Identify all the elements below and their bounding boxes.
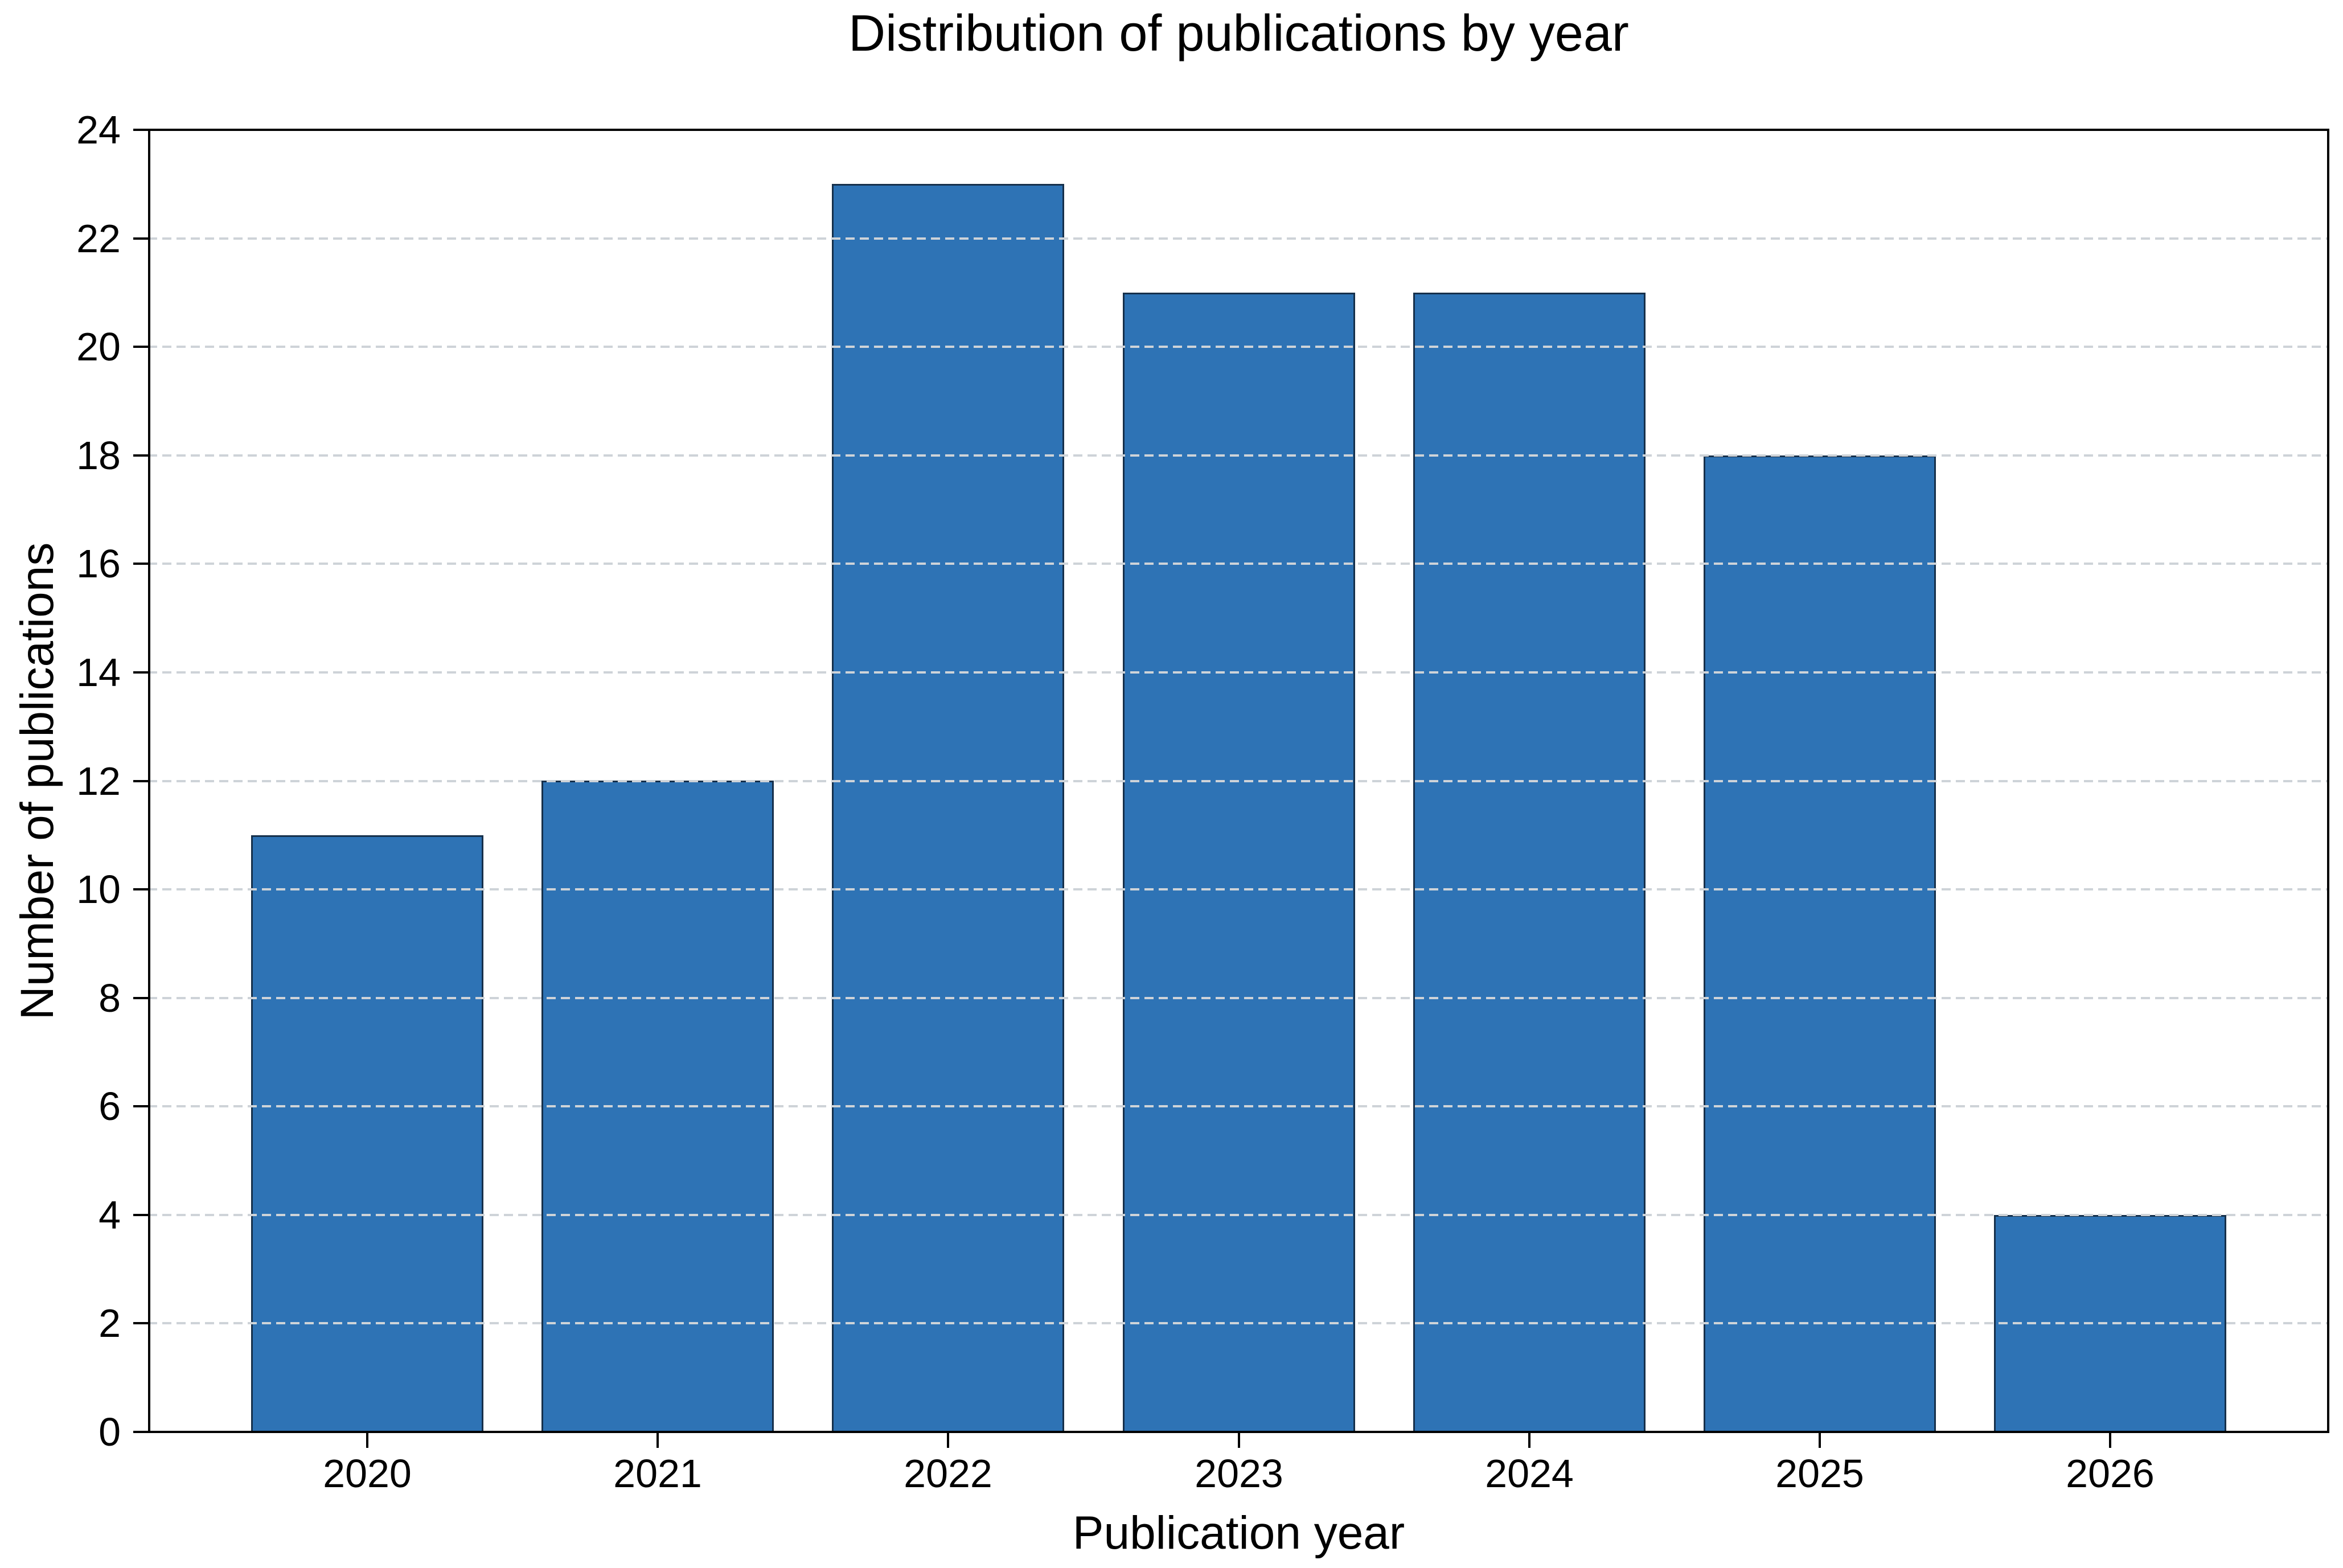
x-tick-mark xyxy=(656,1433,659,1448)
y-tick-label: 4 xyxy=(99,1193,121,1237)
bar-2025 xyxy=(1704,455,1936,1433)
x-tick-label-2022: 2022 xyxy=(904,1451,992,1496)
y-tick-mark xyxy=(133,1431,148,1433)
x-tick-label-2023: 2023 xyxy=(1195,1451,1283,1496)
y-tick-label: 6 xyxy=(99,1084,121,1128)
x-tick-label-2024: 2024 xyxy=(1485,1451,1574,1496)
y-tick-mark xyxy=(133,346,148,348)
y-tick-label: 20 xyxy=(76,325,121,369)
y-tick-label: 22 xyxy=(76,216,121,261)
x-tick-mark xyxy=(1819,1433,1821,1448)
y-tick-mark xyxy=(133,1105,148,1107)
y-tick-label: 12 xyxy=(76,759,121,803)
y-gridline xyxy=(148,997,2329,999)
bar-2024 xyxy=(1413,293,1646,1433)
y-tick-mark xyxy=(133,237,148,240)
y-gridline xyxy=(148,1214,2329,1216)
y-tick-mark xyxy=(133,671,148,674)
y-tick-mark xyxy=(133,888,148,890)
chart-title: Distribution of publications by year xyxy=(848,5,1629,62)
y-gridline xyxy=(148,454,2329,457)
y-tick-mark xyxy=(133,129,148,131)
y-tick-label: 0 xyxy=(99,1410,121,1454)
y-tick-mark xyxy=(133,454,148,457)
y-axis-label: Number of publications xyxy=(11,542,63,1020)
y-gridline xyxy=(148,671,2329,674)
y-gridline xyxy=(148,563,2329,565)
y-tick-label: 18 xyxy=(76,433,121,478)
x-tick-label-2020: 2020 xyxy=(323,1451,412,1496)
y-gridline xyxy=(148,780,2329,782)
y-gridline xyxy=(148,1322,2329,1324)
bar-2020 xyxy=(251,835,483,1433)
y-tick-mark xyxy=(133,997,148,999)
y-gridline xyxy=(148,237,2329,240)
y-tick-mark xyxy=(133,563,148,565)
y-tick-label: 24 xyxy=(76,108,121,152)
x-tick-mark xyxy=(1528,1433,1530,1448)
y-tick-mark xyxy=(133,1214,148,1216)
bar-2023 xyxy=(1123,293,1355,1433)
x-tick-label-2025: 2025 xyxy=(1775,1451,1864,1496)
plot-area xyxy=(148,129,2329,1433)
bar-2022 xyxy=(832,184,1064,1433)
y-tick-mark xyxy=(133,780,148,782)
x-tick-mark xyxy=(1238,1433,1240,1448)
y-gridline xyxy=(148,346,2329,348)
y-tick-label: 14 xyxy=(76,650,121,695)
x-tick-label-2026: 2026 xyxy=(2066,1451,2155,1496)
y-tick-mark xyxy=(133,1322,148,1324)
x-tick-mark xyxy=(366,1433,368,1448)
y-tick-label: 8 xyxy=(99,976,121,1020)
x-tick-label-2021: 2021 xyxy=(613,1451,702,1496)
x-tick-mark xyxy=(947,1433,949,1448)
y-gridline xyxy=(148,888,2329,890)
y-gridline xyxy=(148,1105,2329,1107)
y-tick-label: 16 xyxy=(76,541,121,586)
x-axis-label: Publication year xyxy=(1072,1507,1405,1559)
x-tick-mark xyxy=(2109,1433,2111,1448)
y-tick-label: 2 xyxy=(99,1301,121,1345)
y-tick-label: 10 xyxy=(76,867,121,912)
